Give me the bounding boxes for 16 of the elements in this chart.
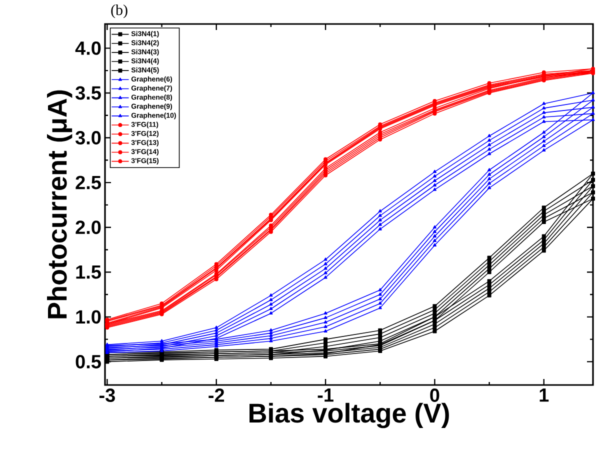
y-axis-title: Photocurrent (μA) xyxy=(47,90,72,318)
x-tick-label: -1 xyxy=(318,388,334,402)
y-tick-label: 3.0 xyxy=(75,131,101,145)
y-tick-label: 0.5 xyxy=(76,354,101,368)
y-tick-label: 1.5 xyxy=(76,266,101,279)
y-tick-label: 2.5 xyxy=(76,176,101,190)
x-tick-label: 0 xyxy=(430,388,440,402)
x-tick-label: -2 xyxy=(208,388,224,402)
y-tick-label: 4.0 xyxy=(75,41,101,55)
x-tick-label: -3 xyxy=(99,388,115,402)
x-tick-label: 1 xyxy=(540,388,549,402)
y-tick-label: 3.5 xyxy=(75,86,101,100)
y-tick-label: 2.0 xyxy=(76,220,101,234)
y-tick-label: 1.0 xyxy=(76,310,101,324)
x-axis-title: Bias voltage (V) xyxy=(250,402,449,428)
text: (b) xyxy=(111,4,128,18)
